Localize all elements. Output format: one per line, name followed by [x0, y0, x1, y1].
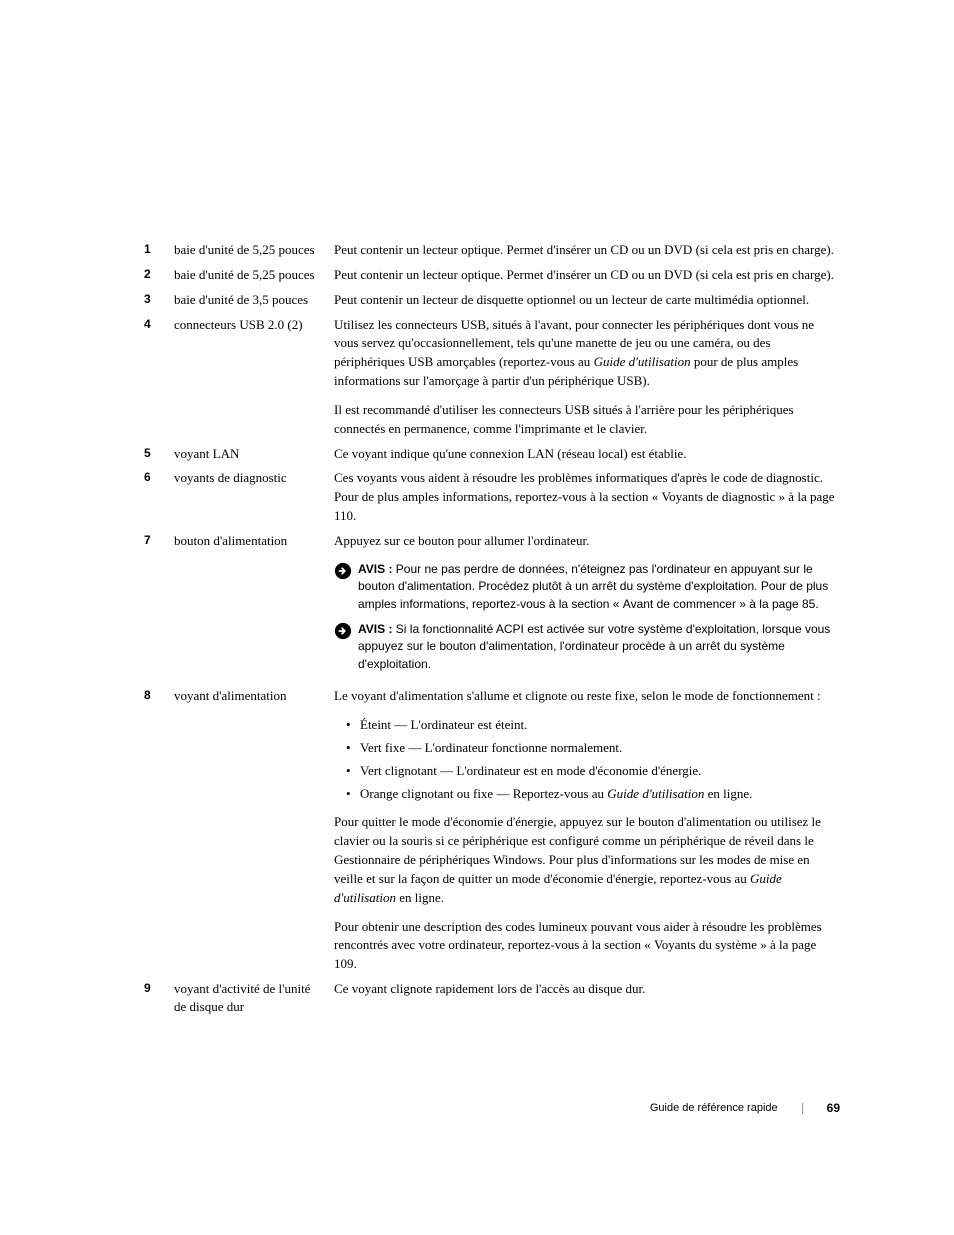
page-footer: Guide de référence rapide 69 [650, 1101, 840, 1115]
row-number: 1 [144, 241, 174, 256]
bullet-item: •Éteint — L'ordinateur est éteint. [334, 716, 840, 735]
definition-row: 9voyant d'activité de l'unité de disque … [144, 980, 840, 1016]
footer-page-number: 69 [827, 1101, 840, 1115]
definition-row: 8voyant d'alimentationLe voyant d'alimen… [144, 687, 840, 974]
row-number: 2 [144, 266, 174, 281]
row-number: 7 [144, 532, 174, 547]
row-description: Appuyez sur ce bouton pour allumer l'ord… [334, 532, 840, 681]
notice-arrow-icon [334, 562, 352, 580]
row-term: voyant d'activité de l'unité de disque d… [174, 980, 334, 1016]
footer-divider [802, 1103, 803, 1114]
bullet-list: •Éteint — L'ordinateur est éteint. •Vert … [334, 716, 840, 803]
row-number: 3 [144, 291, 174, 306]
row-term: connecteurs USB 2.0 (2) [174, 316, 334, 334]
definition-row: 1baie d'unité de 5,25 poucesPeut conteni… [144, 241, 840, 260]
row-term: voyant d'alimentation [174, 687, 334, 705]
notice: AVIS : Si la fonctionnalité ACPI est act… [334, 621, 840, 673]
notice-text: AVIS : Si la fonctionnalité ACPI est act… [358, 621, 840, 673]
row-number: 9 [144, 980, 174, 995]
row-term: baie d'unité de 3,5 pouces [174, 291, 334, 309]
notice: AVIS : Pour ne pas perdre de données, n'… [334, 561, 840, 613]
row-description: Peut contenir un lecteur optique. Permet… [334, 241, 840, 260]
definition-row: 3baie d'unité de 3,5 poucesPeut contenir… [144, 291, 840, 310]
definition-row: 4connecteurs USB 2.0 (2)Utilisez les con… [144, 316, 840, 439]
definition-row: 2baie d'unité de 5,25 poucesPeut conteni… [144, 266, 840, 285]
row-description: Ce voyant clignote rapidement lors de l'… [334, 980, 840, 999]
footer-doc-title: Guide de référence rapide [650, 1102, 778, 1114]
row-description: Utilisez les connecteurs USB, situés à l… [334, 316, 840, 439]
row-number: 6 [144, 469, 174, 484]
bullet-item: •Vert clignotant — L'ordinateur est en m… [334, 762, 840, 781]
row-description: Peut contenir un lecteur optique. Permet… [334, 266, 840, 285]
row-term: baie d'unité de 5,25 pouces [174, 266, 334, 284]
definition-row: 5voyant LANCe voyant indique qu'une conn… [144, 445, 840, 464]
row-description: Ces voyants vous aident à résoudre les p… [334, 469, 840, 526]
definition-table: 1baie d'unité de 5,25 poucesPeut conteni… [144, 241, 840, 1017]
row-number: 4 [144, 316, 174, 331]
row-description-continued: Pour quitter le mode d'économie d'énergi… [334, 813, 840, 974]
row-term: voyant LAN [174, 445, 334, 463]
row-number: 8 [144, 687, 174, 702]
bullet-item: •Orange clignotant ou fixe — Reportez-vo… [334, 785, 840, 804]
row-description: Peut contenir un lecteur de disquette op… [334, 291, 840, 310]
definition-row: 7bouton d'alimentationAppuyez sur ce bou… [144, 532, 840, 681]
row-term: bouton d'alimentation [174, 532, 334, 550]
row-description: Le voyant d'alimentation s'allume et cli… [334, 687, 840, 974]
bullet-item: •Vert fixe — L'ordinateur fonctionne nor… [334, 739, 840, 758]
notice-text: AVIS : Pour ne pas perdre de données, n'… [358, 561, 840, 613]
row-description: Ce voyant indique qu'une connexion LAN (… [334, 445, 840, 464]
row-term: voyants de diagnostic [174, 469, 334, 487]
definition-row: 6voyants de diagnosticCes voyants vous a… [144, 469, 840, 526]
document-page: 1baie d'unité de 5,25 poucesPeut conteni… [0, 0, 954, 1083]
row-term: baie d'unité de 5,25 pouces [174, 241, 334, 259]
notice-arrow-icon [334, 622, 352, 640]
row-number: 5 [144, 445, 174, 460]
